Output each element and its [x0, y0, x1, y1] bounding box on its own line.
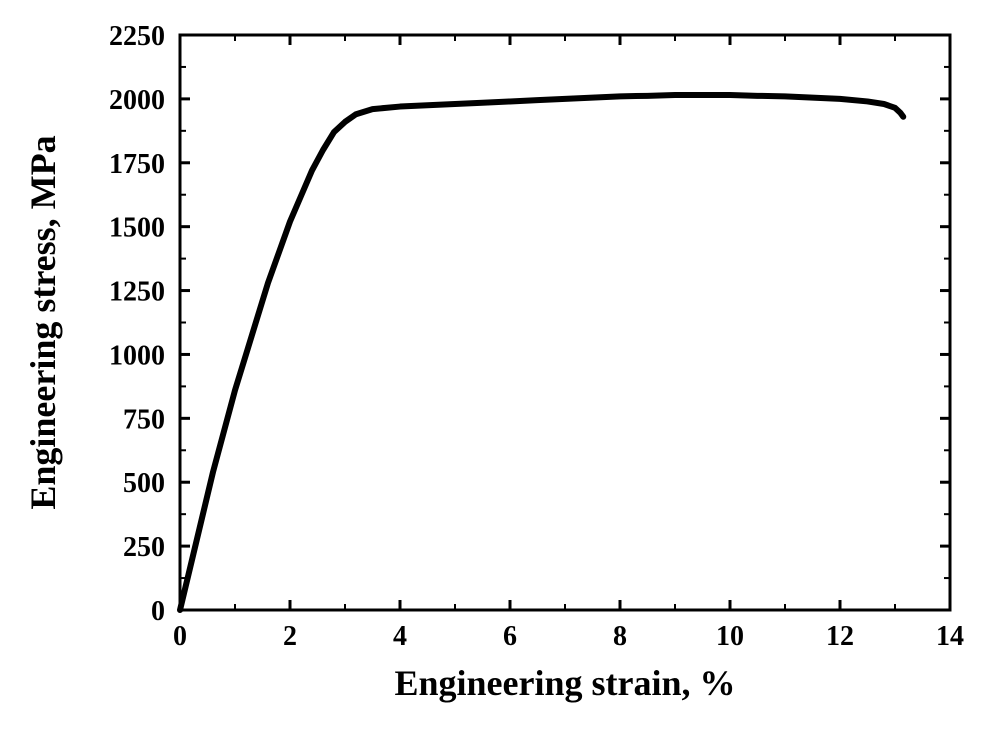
xtick-label: 8: [613, 621, 627, 652]
xtick-label: 10: [716, 621, 744, 652]
ytick-label: 250: [123, 532, 165, 563]
ytick-label: 1500: [109, 213, 165, 244]
ytick-label: 1750: [109, 149, 165, 180]
ytick-label: 500: [123, 468, 165, 499]
xlabel: Engineering strain, %: [394, 663, 735, 703]
ytick-label: 2000: [109, 85, 165, 116]
stress-strain-curve: [180, 95, 903, 610]
xtick-label: 0: [173, 621, 187, 652]
plot-frame: [180, 35, 950, 610]
xtick-label: 14: [936, 621, 964, 652]
ytick-label: 1000: [109, 340, 165, 371]
chart-container: 0 2 4 6 8 10 12 14 0 250 500 750 1000 1250 1500 1750 200…: [0, 0, 1000, 746]
xtick-label: 6: [503, 621, 517, 652]
chart-svg: 0 2 4 6 8 10 12 14 0 250 500 750 1000 1250 1500 1750 200…: [0, 0, 1000, 746]
xtick-label: 2: [283, 621, 297, 652]
xtick-label: 12: [826, 621, 854, 652]
ytick-label: 750: [123, 404, 165, 435]
ytick-label: 0: [151, 596, 165, 627]
ylabel: Engineering stress, MPa: [23, 135, 63, 509]
xtick-label: 4: [393, 621, 407, 652]
ytick-label: 1250: [109, 277, 165, 308]
ytick-label: 2250: [109, 21, 165, 52]
